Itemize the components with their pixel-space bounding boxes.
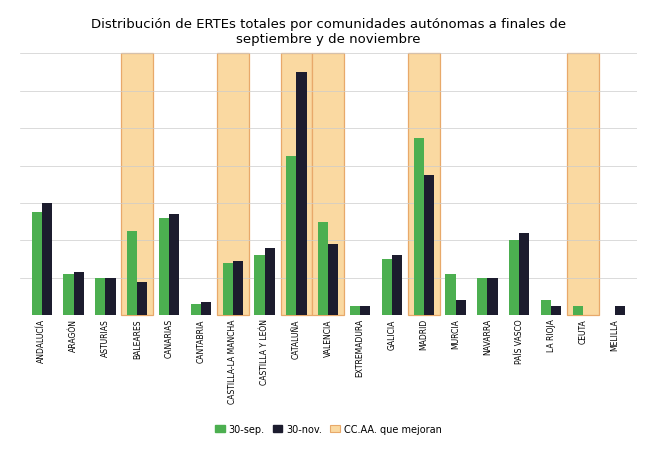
Bar bbox=[73, 273, 84, 316]
Bar bbox=[32, 213, 42, 316]
Bar bbox=[281, 54, 313, 316]
Bar bbox=[328, 245, 339, 316]
Bar bbox=[413, 138, 424, 316]
Bar bbox=[519, 234, 529, 316]
Bar bbox=[350, 306, 360, 316]
Bar bbox=[233, 262, 243, 316]
Bar bbox=[360, 306, 370, 316]
Bar bbox=[159, 219, 169, 316]
Bar bbox=[615, 306, 625, 316]
Bar bbox=[254, 256, 265, 316]
Bar bbox=[456, 301, 466, 316]
Bar bbox=[122, 54, 153, 316]
Bar bbox=[408, 54, 439, 316]
Bar bbox=[96, 278, 105, 316]
Bar bbox=[551, 306, 561, 316]
Bar bbox=[509, 241, 519, 316]
Bar bbox=[190, 304, 201, 316]
Bar bbox=[286, 157, 296, 316]
Bar bbox=[318, 222, 328, 316]
Bar bbox=[42, 203, 52, 316]
Legend: 30-sep., 30-nov., CC.AA. que mejoran: 30-sep., 30-nov., CC.AA. que mejoran bbox=[211, 420, 445, 437]
Bar bbox=[217, 54, 249, 316]
Bar bbox=[445, 275, 456, 316]
Bar bbox=[137, 282, 148, 316]
Bar bbox=[382, 260, 392, 316]
Bar bbox=[105, 278, 116, 316]
Bar bbox=[392, 256, 402, 316]
Bar bbox=[488, 278, 498, 316]
Bar bbox=[127, 232, 137, 316]
Title: Distribución de ERTEs totales por comunidades autónomas a finales de
septiembre : Distribución de ERTEs totales por comuni… bbox=[91, 18, 566, 46]
Bar bbox=[222, 263, 233, 316]
Bar bbox=[296, 73, 307, 316]
Bar bbox=[541, 301, 551, 316]
Bar bbox=[201, 303, 211, 316]
Bar bbox=[424, 175, 434, 316]
Bar bbox=[567, 54, 599, 316]
Bar bbox=[265, 249, 275, 316]
Bar bbox=[573, 306, 583, 316]
Bar bbox=[477, 278, 488, 316]
Bar bbox=[313, 54, 344, 316]
Bar bbox=[64, 275, 73, 316]
Bar bbox=[169, 215, 179, 316]
